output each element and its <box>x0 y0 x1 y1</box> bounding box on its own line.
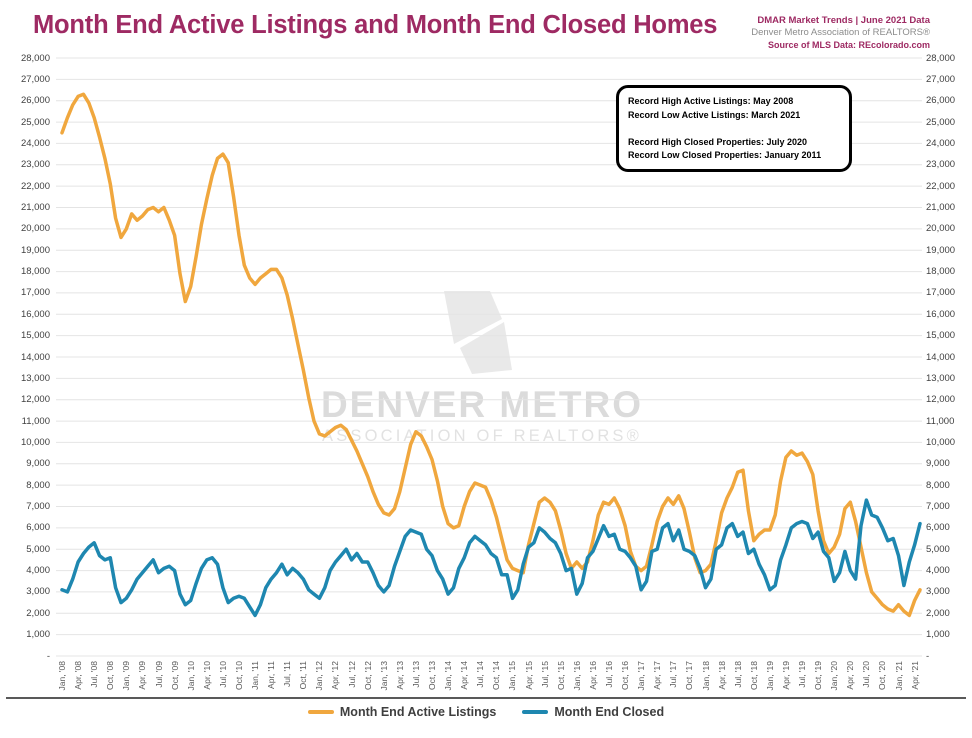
brand-report-line: DMAR Market Trends | June 2021 Data <box>757 15 930 26</box>
legend-separator-line <box>6 697 966 699</box>
dmar-diamond-logo-icon <box>444 291 512 374</box>
record-low-closed: Record Low Closed Properties: January 20… <box>628 150 822 160</box>
chart-legend: Month End Active Listings Month End Clos… <box>0 705 972 719</box>
watermark-association: ASSOCIATION OF REALTORS® <box>322 427 642 445</box>
legend-label: Month End Active Listings <box>339 705 497 719</box>
page-title: Month End Active Listings and Month End … <box>33 11 718 39</box>
legend-label: Month End Closed <box>554 705 665 719</box>
brand-association-line: Denver Metro Association of REALTORS® <box>751 27 930 38</box>
legend-item-active-listings: Month End Active Listings <box>307 705 497 719</box>
record-annotation-box: Record High Active Listings: May 2008 Re… <box>616 85 852 172</box>
brand-source-line: Source of MLS Data: REcolorado.com <box>767 40 930 50</box>
record-high-closed: Record High Closed Properties: July 2020 <box>628 136 808 147</box>
legend-item-closed: Month End Closed <box>522 705 664 719</box>
record-low-active: Record Low Active Listings: March 2021 <box>628 109 801 120</box>
watermark-denver-metro: DENVER METRO <box>320 384 644 425</box>
series-line-active-listings <box>60 92 922 618</box>
brand-block: DMAR Market Trends | June 2021 Data Denv… <box>751 15 930 51</box>
annotation-spacer <box>628 122 840 136</box>
active-listings-line-swatch <box>307 710 334 714</box>
closed-line-swatch <box>522 710 549 714</box>
record-high-active: Record High Active Listings: May 2008 <box>628 96 794 106</box>
series-line-closed <box>60 498 922 618</box>
